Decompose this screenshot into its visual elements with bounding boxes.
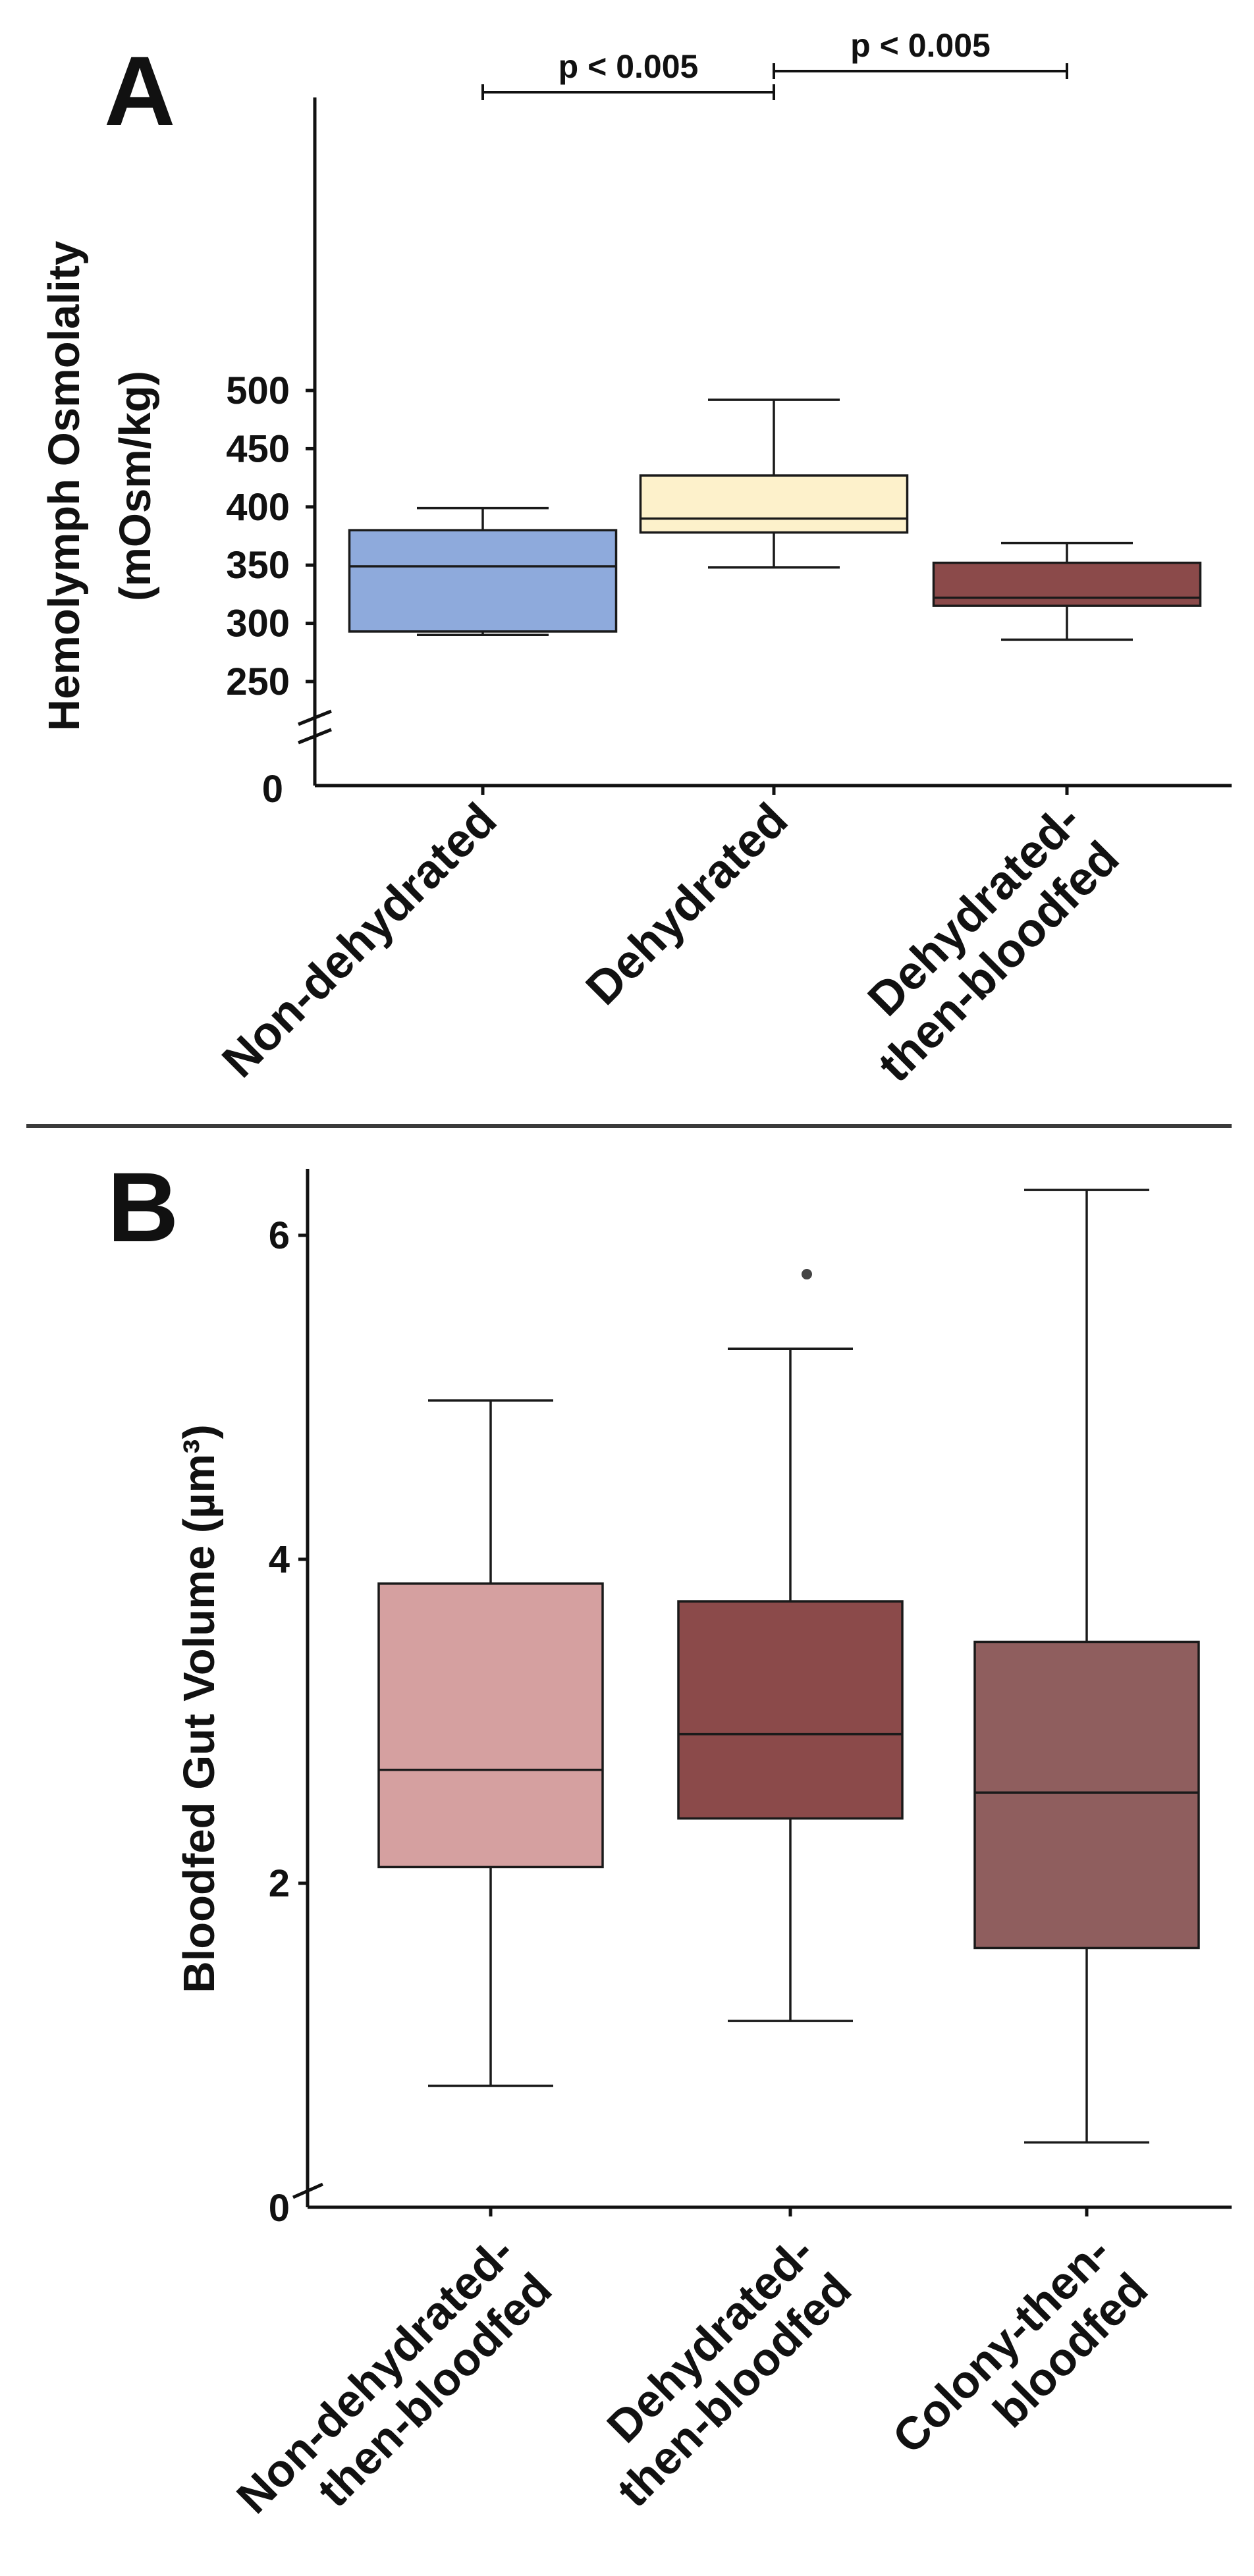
panel-a-box (348, 529, 618, 633)
panel-a-y-zero-label: 0 (262, 768, 283, 811)
panel-a-category-label: Dehydrated-then-bloodfed (830, 793, 1129, 1092)
panel-a-significance-label: p < 0.005 (559, 48, 699, 85)
panel-a-category-label-line: Dehydrated (576, 793, 798, 1015)
panel-a-plot: 250 300 350 400 450 500 Non-dehydrated Dehydrat… (212, 27, 1202, 1092)
panel-b-plot: 2 4 6 Non-dehydrated-then-bloodfed Dehydrate… (227, 1189, 1200, 2560)
panel-b-axis-break-mark (292, 2182, 324, 2199)
panel-b-box (973, 1640, 1200, 1950)
panel-b-outlier-point (802, 1269, 812, 1280)
panel-a-significance-label: p < 0.005 (850, 27, 991, 64)
panel-b-y-axis-title: Bloodfed Gut Volume (µm³) (175, 1424, 224, 1993)
panel-b-box (677, 1600, 904, 1820)
panel-a-box (639, 474, 909, 534)
panel-a-axis-break-mark (298, 709, 332, 726)
panel-b-category-label: Dehydrated-then-bloodfed (570, 2226, 861, 2517)
panel-b-category-label: Non-dehydrated-then-bloodfed (227, 2226, 561, 2560)
panel-b-box (377, 1582, 604, 1869)
panel-b-y-tick-label: 4 (269, 1538, 290, 1581)
panel-a-y-axis-title-line1: Hemolymph Osmolality (40, 241, 89, 732)
panel-a-box (932, 561, 1202, 607)
panel-b-y-tick-label: 2 (269, 1862, 290, 1905)
panel-a-y-tick-label: 300 (226, 603, 290, 645)
panel-a-y-tick-label: 400 (226, 486, 290, 529)
panel-a-label: A (104, 36, 175, 146)
panel-a-y-tick-label: 350 (226, 544, 290, 587)
panel-a-y-tick-label: 450 (226, 427, 290, 470)
panel-a-category-label: Dehydrated (576, 793, 798, 1015)
panel-b-y-zero-label: 0 (269, 2187, 290, 2230)
panel-b-label: B (107, 1152, 178, 1262)
panel-a: A Hemolymph Osmolality (mOsm/kg) 0 250 30… (40, 27, 1232, 1092)
panel-b-y-tick-label: 6 (269, 1214, 290, 1257)
panel-a-category-label-line: Non-dehydrated (212, 793, 506, 1088)
panel-b-category-label: Colony-then-bloodfed (883, 2226, 1157, 2500)
panel-a-category-label: Non-dehydrated (212, 793, 506, 1088)
panel-a-y-tick-label: 250 (226, 660, 290, 703)
panel-a-y-axis-title-line2: (mOsm/kg) (111, 371, 160, 601)
panel-a-axis-break-mark (298, 728, 332, 745)
panel-b: B Bloodfed Gut Volume (µm³) 0 2 4 6 Non-deh… (107, 1152, 1232, 2560)
panel-a-y-tick-label: 500 (226, 369, 290, 412)
